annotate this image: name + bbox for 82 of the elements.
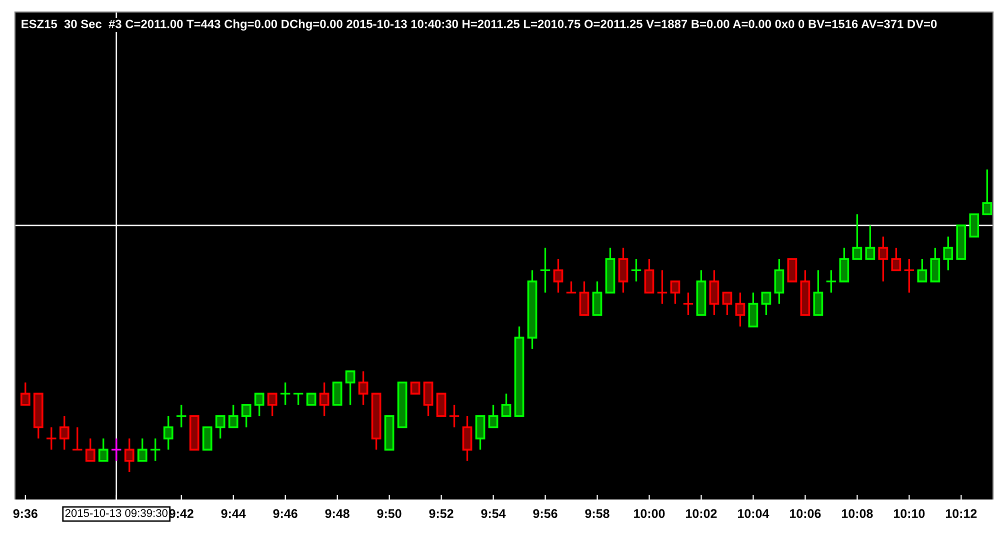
candlestick <box>475 415 486 450</box>
candlestick <box>72 426 82 450</box>
candlestick <box>592 280 602 316</box>
candlestick <box>904 258 914 294</box>
candlestick <box>358 370 368 406</box>
candlestick <box>59 415 70 450</box>
x-tick-label: 10:08 <box>842 509 873 518</box>
candlestick <box>878 236 888 282</box>
x-tick-label: 9:36 <box>13 509 38 518</box>
candlestick <box>85 438 96 462</box>
candlestick <box>891 246 902 272</box>
candlestick <box>176 404 186 428</box>
candlestick <box>241 404 252 428</box>
candlestick <box>683 292 694 316</box>
candlestick <box>540 246 550 294</box>
x-tick-label: 10:10 <box>894 509 925 518</box>
x-tick-label: 10:06 <box>790 509 821 518</box>
candlestick <box>748 292 758 328</box>
candlestick <box>163 415 174 450</box>
candlestick <box>618 246 628 294</box>
candlestick <box>826 269 836 294</box>
candlestick <box>631 258 642 282</box>
candlestick <box>137 438 148 462</box>
candlestick <box>774 258 784 305</box>
candlestick <box>124 438 134 473</box>
candlestick <box>228 404 238 428</box>
candlestick <box>917 258 928 282</box>
candlestick <box>202 426 212 451</box>
candlestick <box>150 438 160 462</box>
candlestick <box>644 258 654 294</box>
candlestick <box>293 392 304 406</box>
candlestick <box>345 370 356 406</box>
candlestick <box>943 236 954 272</box>
x-tick-label: 9:48 <box>325 509 350 518</box>
candlestick <box>332 382 342 406</box>
chart-title: ESZ15 30 Sec #3 C=2011.00 T=443 Chg=0.00 DChg=0.00 2015-10-13 10:40:30 H=2011.25 L=2010.75 O=2011.25 V=1887 B=0.00 A=0.00 0x0 0 BV=1516 AV=371 DV=0 <box>22 19 937 31</box>
candlestick <box>982 168 992 216</box>
x-tick-label: 2015-10-13 09:39:30 <box>65 509 168 517</box>
x-tick-label: 9:58 <box>585 509 610 518</box>
x-tick-label: 9:56 <box>533 509 558 518</box>
x-tick-label: 10:02 <box>686 509 717 518</box>
candlestick <box>410 382 420 395</box>
candlestick <box>46 426 56 450</box>
candlestick <box>787 258 798 282</box>
candlestick <box>488 404 498 428</box>
candlestick <box>98 438 108 462</box>
candlestick <box>423 382 434 417</box>
candlestick <box>436 392 446 417</box>
candlestick <box>553 258 564 294</box>
candlestick <box>267 392 278 417</box>
candlestick <box>930 246 940 282</box>
x-tick-label: 9:54 <box>481 509 506 518</box>
x-tick-label: 10:04 <box>738 509 770 518</box>
candlestick <box>670 280 680 305</box>
candlestick <box>462 415 472 462</box>
candlestick <box>501 392 512 417</box>
candlestick <box>306 392 316 406</box>
x-tick-label: 9:46 <box>273 509 298 518</box>
candlestick <box>969 213 980 238</box>
candlestick <box>319 382 330 417</box>
candlestick <box>761 292 772 316</box>
candlestick <box>449 404 460 428</box>
x-tick-label: 9:52 <box>429 509 454 518</box>
candlestick <box>20 382 30 406</box>
candlestick <box>735 292 746 328</box>
x-tick-label: 10:12 <box>946 509 977 518</box>
candlestick <box>566 280 576 294</box>
candlestick <box>579 280 590 316</box>
candlestick <box>722 292 732 316</box>
candlestick <box>254 392 264 417</box>
candlestick <box>657 269 668 305</box>
candlestick <box>813 269 824 316</box>
x-tick-label: 9:50 <box>377 509 402 518</box>
candlestick <box>280 382 290 406</box>
x-tick-label: 10:00 <box>634 509 665 518</box>
x-tick-label: 9:44 <box>221 509 246 518</box>
candlestick <box>852 213 862 260</box>
candlestick <box>112 438 122 462</box>
candlestick <box>865 224 876 260</box>
candlestick <box>839 246 850 282</box>
candlestick <box>215 415 226 440</box>
candlestick <box>709 269 720 316</box>
